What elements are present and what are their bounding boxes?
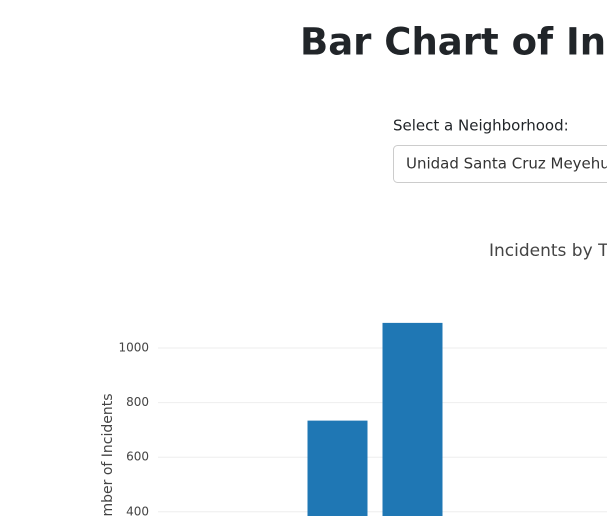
dropdown-label: Select a Neighborhood: — [393, 117, 569, 135]
y-tick-label: 800 — [126, 395, 149, 409]
page-title: Bar Chart of Incid — [300, 21, 607, 64]
dropdown-box[interactable] — [393, 145, 607, 183]
chart-title: Incidents by T — [489, 241, 607, 261]
bar — [382, 322, 443, 516]
y-axis-label: mber of Incidents — [100, 393, 116, 516]
dropdown-value[interactable]: Unidad Santa Cruz Meyehua — [406, 155, 607, 173]
y-tick-label: 1000 — [118, 341, 149, 355]
bar — [307, 420, 368, 516]
dropdown[interactable]: Unidad Santa Cruz Meyehua — [393, 145, 607, 183]
y-tick-label: 400 — [126, 504, 149, 516]
y-tick-label: 600 — [126, 450, 149, 464]
